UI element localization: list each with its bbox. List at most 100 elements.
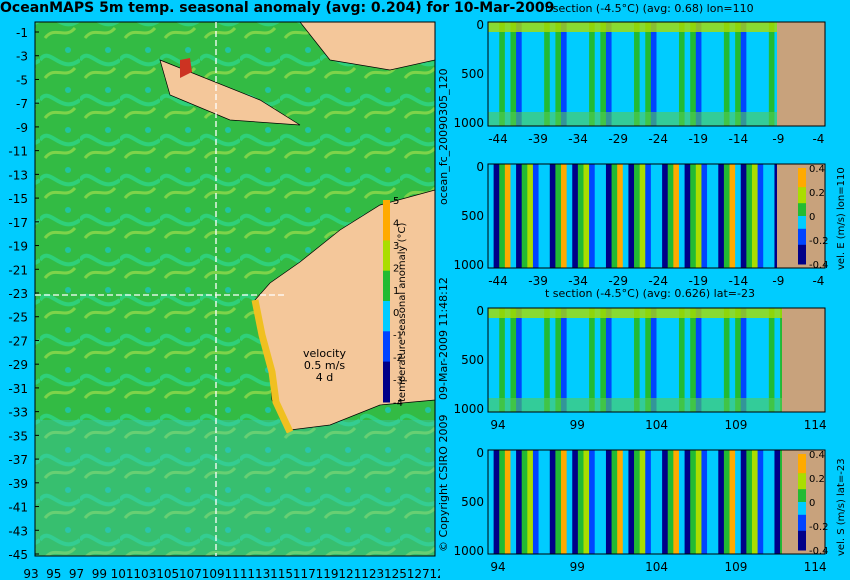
t-section-lat-column <box>656 308 663 412</box>
vel-e-section-column <box>650 164 657 268</box>
vel-e-section-colorbar-cell <box>798 219 806 223</box>
map-colorbar-cell <box>383 265 390 272</box>
t-section-lat-column <box>600 308 607 412</box>
vel-e-section-colorbar-cell <box>798 222 806 227</box>
t-section-lon-column <box>538 22 545 126</box>
t-section-lon-surface <box>488 22 825 32</box>
map-colorbar-cell <box>383 361 390 368</box>
t-section-lat-column <box>488 308 495 412</box>
vel-s-section-colorbar-cell <box>798 479 806 484</box>
t-section-lat-column <box>723 308 731 412</box>
vel-e-section-column <box>751 164 759 268</box>
velocity-speed: 0.5 m/s <box>303 359 346 372</box>
t-section-lon-column <box>493 22 500 126</box>
t-section-lat-frame <box>487 307 826 413</box>
map-frame <box>34 21 436 557</box>
t-section-lon-column <box>510 22 517 126</box>
vel-s-section-colorbar-cell <box>798 454 806 458</box>
map-colorbar-cell <box>383 215 390 221</box>
map-colorbar-cell <box>383 316 390 322</box>
map-colorbar-cell <box>383 391 390 398</box>
vel-s-section-column <box>634 450 641 554</box>
map-x-tick: 107 <box>179 567 202 580</box>
map-x-tick: 115 <box>270 567 293 580</box>
map-colorbar-cell <box>383 285 390 292</box>
vel-e-section-column <box>639 164 646 268</box>
vel-s-section-colorbar-cell <box>798 505 806 509</box>
t-section-lat-column <box>516 308 523 412</box>
vel-e-section-column <box>656 164 663 268</box>
vel-e-section-colorbar-cell <box>798 171 806 175</box>
vel-e-section-colorbar-cell <box>798 212 806 217</box>
vel-s-section-y-tick: 500 <box>461 495 484 509</box>
vel-s-section-colorbar-cell <box>798 530 806 535</box>
map-x-tick: 113 <box>247 567 270 580</box>
map-colorbar-cell <box>383 351 390 358</box>
vel-s-section-colorbar-cell <box>798 492 806 497</box>
t-section-lat-column <box>751 308 759 412</box>
vel-s-section-column <box>622 450 629 554</box>
map-colorbar-cell <box>383 295 390 302</box>
t-section-lon-column <box>555 22 562 126</box>
vel-e-colorbar-label: vel. E (m/s) lon=110 <box>836 167 847 270</box>
map-y-tick: -45 <box>8 548 28 562</box>
t-section-lat-y-tick: 0 <box>476 304 484 318</box>
map-y-tick: -41 <box>8 501 28 515</box>
vel-s-section-colorbar-cell <box>798 514 806 519</box>
vel-s-section-x-tick: 109 <box>724 560 747 574</box>
vel-e-section-colorbar-tick: 0.2 <box>809 188 825 199</box>
map-x-tick: 105 <box>156 567 179 580</box>
vel-e-section-column <box>678 164 686 268</box>
t-section-lon-column <box>639 22 646 126</box>
t-section-lat-column <box>532 308 540 412</box>
map-cool-south <box>35 420 435 556</box>
map-x-tick: 103 <box>133 567 156 580</box>
vel-s-section-column <box>561 450 568 554</box>
map-colorbar-tick: -4 <box>393 398 403 409</box>
map-colorbar-cell <box>383 250 390 257</box>
t-section-lon-column <box>768 22 775 126</box>
t-section-lat-title: t section (-4.5°C) (avg: 0.626) lat=-23 <box>545 287 755 300</box>
map-colorbar-cell <box>383 240 390 246</box>
t-section-lat-column <box>510 308 517 412</box>
vel-s-section-y-tick: 0 <box>476 446 484 460</box>
t-section-lat-x-tick: 94 <box>490 418 505 432</box>
t-section-lat-column <box>521 308 528 412</box>
vel-e-section-colorbar-cell <box>798 232 806 236</box>
vel-e-section-column <box>712 164 719 268</box>
t-section-lat-column <box>768 308 775 412</box>
t-section-lat-column <box>650 308 657 412</box>
map-colorbar-tick: 4 <box>393 218 399 229</box>
t-section-lat-column <box>740 308 747 412</box>
map-colorbar-cell <box>383 311 390 317</box>
map-x-tick: 99 <box>92 567 107 580</box>
map-colorbar-cell <box>383 245 390 251</box>
t-section-lat-column <box>504 308 511 412</box>
t-section-lon-column <box>718 22 725 126</box>
vel-e-section-column <box>673 164 680 268</box>
map-x-tick: 127 <box>407 567 430 580</box>
vel-s-colorbar-label: vel. S (m/s) lat=-23 <box>836 458 847 556</box>
vel-s-section-colorbar-tick: 0.4 <box>809 450 825 461</box>
t-section-lat-column <box>538 308 545 412</box>
file-label: ocean_fc_20090305_120 <box>437 68 450 205</box>
t-section-lon-column <box>729 22 736 126</box>
vel-s-section-column <box>701 450 708 554</box>
vel-s-section-column <box>684 450 691 554</box>
map-y-tick: -37 <box>8 453 28 467</box>
t-section-lat-column <box>572 308 579 412</box>
vel-e-section-column <box>611 164 618 268</box>
vel-s-section-column <box>521 450 528 554</box>
vel-s-section-colorbar-cell <box>798 489 806 493</box>
map-colorbar-cell <box>383 346 390 352</box>
t-section-lon-column <box>735 22 742 126</box>
vel-e-section-column <box>527 164 534 268</box>
map-y-tick: -19 <box>8 240 28 254</box>
anomaly-map: -1-3-5-7-9-11-13-15-17-19-21-23-25-27-29… <box>8 21 440 580</box>
map-colorbar-cell <box>383 321 390 327</box>
vel-s-section-colorbar-cell <box>798 457 806 461</box>
vel-e-section-colorbar-cell <box>798 184 806 188</box>
vel-e-section-column <box>667 164 674 268</box>
vel-s-section-colorbar-cell <box>798 527 806 532</box>
section-panels: 0 500 1000 -44 -39 -34 -29 -24 -19 -14 -9 -4 0 500 100… <box>453 18 828 574</box>
